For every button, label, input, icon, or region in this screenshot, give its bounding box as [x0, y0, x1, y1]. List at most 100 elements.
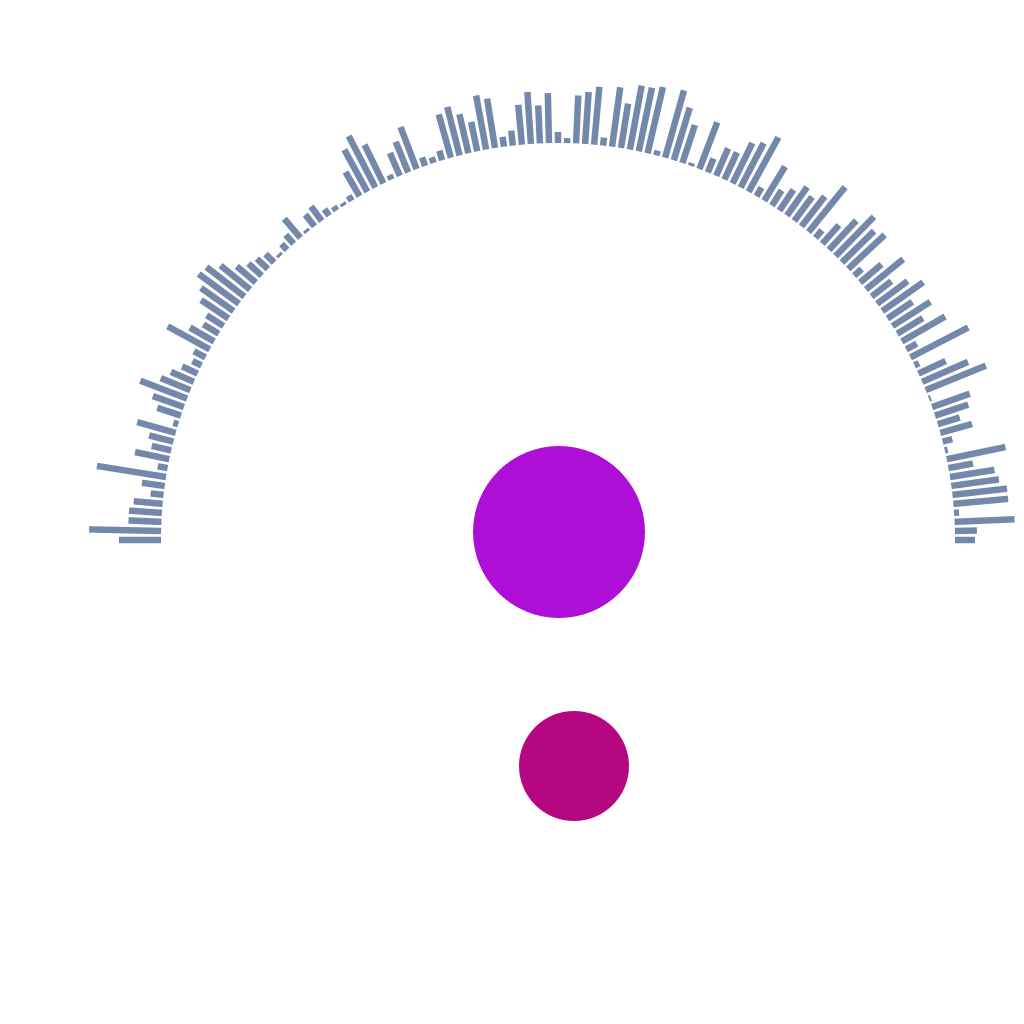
radial-bar	[499, 136, 508, 148]
bubble-small	[519, 711, 629, 821]
radial-bar	[139, 377, 189, 402]
radial-bar	[342, 170, 363, 198]
radial-bar	[89, 526, 162, 535]
radial-bar	[858, 261, 884, 285]
radial-bar	[806, 184, 848, 235]
radial-bar	[188, 324, 216, 345]
radial-bar	[563, 138, 571, 144]
radial-bar	[753, 185, 765, 198]
radial-bar	[704, 157, 717, 174]
radial-bar	[769, 188, 785, 208]
radial-bar	[944, 446, 949, 454]
radial-bar	[617, 103, 632, 149]
radial-bar	[204, 312, 226, 329]
radial-bar	[880, 279, 926, 314]
radial-bar	[150, 490, 164, 499]
radial-bar	[885, 299, 915, 322]
radial-bar	[180, 363, 199, 377]
radial-bar	[904, 340, 919, 353]
radial-bar	[845, 232, 887, 272]
radial-bar	[283, 232, 297, 246]
radial-bar	[713, 147, 732, 178]
radial-bar	[930, 390, 971, 411]
radial-bar	[234, 263, 258, 285]
radial-bar	[895, 315, 925, 337]
radial-bar	[199, 297, 231, 322]
radial-bar	[361, 143, 387, 185]
radial-bar	[721, 150, 740, 181]
radial-bar	[392, 140, 412, 174]
radial-bar	[852, 266, 864, 279]
radial-bar	[133, 498, 163, 508]
radial-bar	[96, 462, 167, 481]
radial-bar	[661, 89, 688, 159]
radial-bar	[534, 105, 544, 144]
radial-bar	[941, 435, 954, 445]
radial-bar	[166, 323, 212, 353]
radial-bar	[635, 87, 656, 152]
radial-bar	[927, 394, 932, 402]
radial-bar	[626, 85, 645, 151]
bar-ring	[89, 85, 1015, 544]
radial-bar	[826, 218, 859, 253]
radial-bar	[444, 106, 463, 157]
radial-bar	[863, 256, 906, 292]
radial-bar	[955, 536, 975, 544]
radial-bar	[472, 94, 490, 151]
radial-bar	[833, 214, 877, 259]
radial-bar	[729, 141, 756, 185]
radial-bar	[949, 466, 995, 481]
radial-bar	[933, 401, 970, 419]
radial-bar	[696, 121, 721, 171]
radial-bar	[456, 113, 472, 154]
bubble-layer	[473, 446, 645, 821]
radial-bar	[644, 86, 667, 154]
radial-bar	[913, 360, 921, 369]
radial-bar	[204, 264, 247, 300]
radial-bar	[679, 123, 699, 165]
radial-bar	[839, 228, 877, 265]
radial-bar	[875, 278, 910, 307]
radial-bar	[321, 207, 332, 218]
radial-bar	[199, 285, 236, 314]
radial-bar	[435, 113, 455, 159]
radial-bar	[687, 162, 696, 168]
radial-bar	[134, 448, 170, 463]
radial-bar	[281, 216, 303, 240]
radial-bar	[947, 460, 974, 472]
radial-bar	[954, 527, 977, 535]
radial-bar	[544, 93, 553, 144]
radial-bar	[159, 375, 192, 394]
radial-bar	[141, 479, 166, 490]
radial-bar	[784, 185, 810, 218]
radial-bar	[397, 125, 420, 171]
radial-bar	[953, 509, 960, 517]
radial-bar	[339, 201, 347, 208]
radial-bar	[302, 212, 318, 229]
radial-bar	[917, 358, 948, 377]
radial-bar	[169, 368, 196, 385]
radial-bar	[554, 132, 562, 143]
radial-bar	[303, 227, 310, 235]
radial-bar	[869, 278, 894, 300]
radial-bar	[819, 222, 842, 246]
radial-bar	[128, 517, 162, 526]
radial-bar	[483, 98, 499, 149]
radial-bar	[263, 251, 277, 265]
radial-bar	[745, 135, 782, 194]
radial-bar	[791, 194, 815, 223]
radial-bar	[136, 418, 177, 437]
radial-bar	[653, 149, 661, 157]
radial-bar	[191, 358, 203, 369]
radial-bar	[156, 404, 183, 419]
radial-bar	[428, 156, 437, 165]
radial-bar	[761, 164, 788, 203]
radial-bar	[953, 495, 1009, 508]
radial-bar	[590, 86, 603, 145]
radial-bar	[946, 443, 1007, 463]
radial-bar	[950, 476, 1000, 490]
radial-bar	[737, 141, 767, 190]
radial-bar	[920, 358, 970, 385]
radial-bar	[254, 256, 271, 272]
